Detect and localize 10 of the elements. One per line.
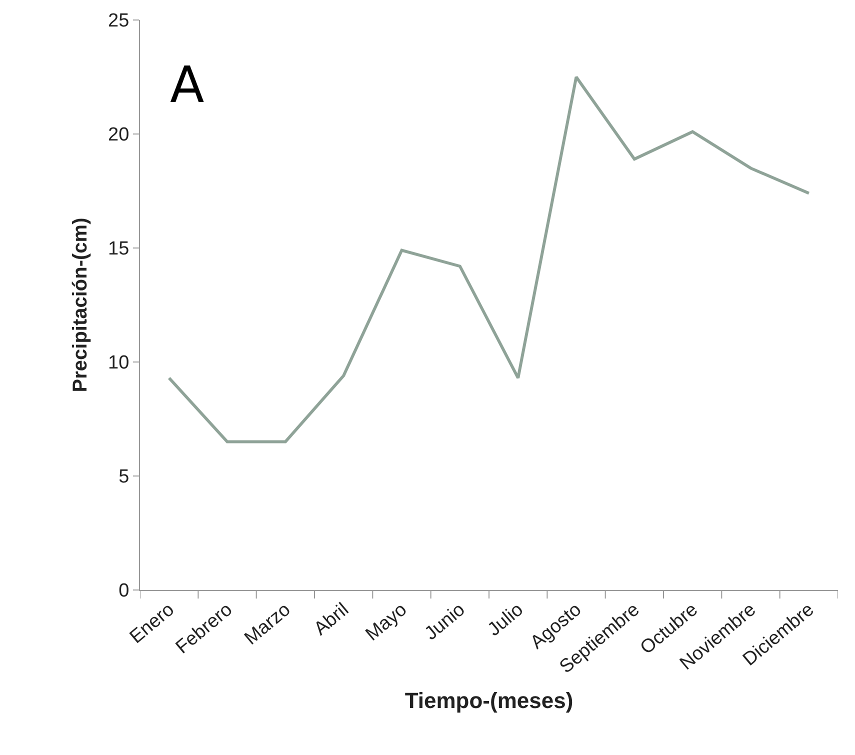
y-tick-label: 15 [108, 238, 130, 260]
y-tick-label: 0 [118, 580, 130, 602]
annotation: A [170, 56, 204, 114]
y-tick-label: 20 [108, 124, 130, 146]
y-tick-label: 10 [108, 352, 130, 374]
x-axis-title: Tiempo-(meses) [404, 688, 574, 713]
x-tick-label: Julio [484, 599, 528, 641]
y-tick-label: 25 [108, 10, 130, 32]
y-axis-title: Precipitación-(cm) [70, 218, 92, 392]
y-tick-label: 5 [118, 466, 130, 488]
